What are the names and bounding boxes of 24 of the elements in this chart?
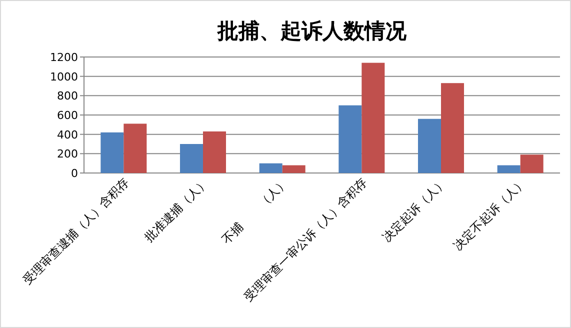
bar — [338, 105, 362, 173]
bar — [520, 154, 544, 173]
bar — [497, 165, 520, 173]
bar — [282, 165, 306, 173]
x-tick-label: 批准逮捕（人） — [142, 175, 212, 245]
y-tick-label: 400 — [57, 128, 78, 142]
bar — [124, 124, 147, 173]
y-tick-label: 0 — [71, 167, 78, 180]
bar — [362, 62, 385, 173]
bar — [203, 131, 226, 173]
y-tick-label: 800 — [57, 90, 78, 103]
x-tick-label: 决定不起诉（人） — [450, 175, 528, 254]
bar — [441, 83, 464, 173]
x-tick-label: 决定起诉（人） — [380, 175, 450, 245]
bar — [180, 144, 203, 173]
x-tick-label: 不捕 （人） — [219, 175, 290, 246]
y-tick-label: 200 — [57, 148, 78, 161]
bar — [259, 163, 282, 173]
y-tick-label: 600 — [57, 109, 78, 122]
bar — [418, 118, 441, 173]
chart-title: 批捕、起诉人数情况 — [216, 19, 408, 43]
y-tick-label: 1200 — [50, 51, 78, 64]
y-tick-label: 1000 — [50, 70, 78, 84]
bar — [100, 132, 124, 173]
